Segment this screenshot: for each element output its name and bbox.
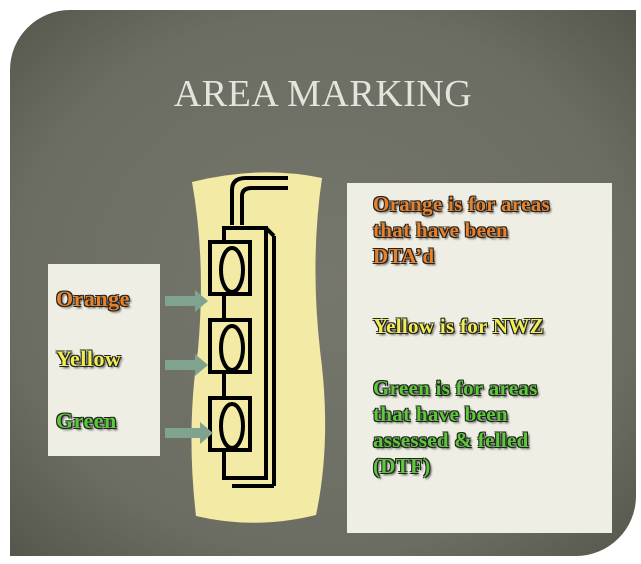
- note-item: Yellow is for NWZ: [373, 313, 544, 339]
- note-line: (DTF): [373, 453, 538, 479]
- note-line: that have been: [373, 401, 538, 427]
- legend-label: Orange: [56, 286, 130, 312]
- arrow: [165, 354, 208, 376]
- note-line: Orange is for areas: [373, 191, 550, 217]
- arrows: [10, 10, 636, 556]
- note-line: that have been: [373, 217, 550, 243]
- arrow: [165, 290, 208, 312]
- legend-label: Yellow: [56, 346, 121, 372]
- legend-label: Green: [56, 408, 117, 434]
- note-line: Green is for areas: [373, 375, 538, 401]
- page: AREA MARKING OrangeYellowGreen Orange is…: [0, 0, 641, 564]
- arrow: [165, 422, 213, 444]
- note-line: DTA’d: [373, 243, 550, 269]
- note-line: Yellow is for NWZ: [373, 313, 544, 339]
- arrow-group: [165, 290, 213, 444]
- note-line: assessed & felled: [373, 427, 538, 453]
